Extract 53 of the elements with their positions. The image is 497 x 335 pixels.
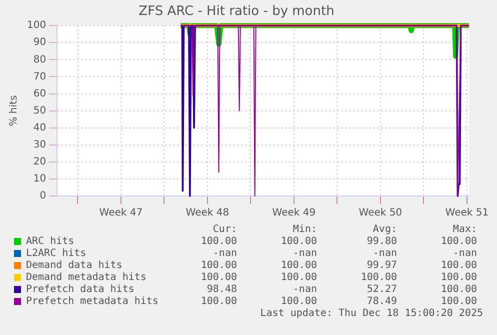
text: 98.48: [206, 284, 237, 296]
legend-label: Demand metadata hits: [26, 272, 146, 284]
text: 100.00: [200, 236, 237, 248]
text: Max:: [452, 224, 477, 236]
y-axis-title: % hits: [8, 95, 20, 126]
text: -nan: [372, 248, 397, 260]
text: 100.00: [440, 284, 477, 296]
y-tick-label: 90: [33, 37, 46, 48]
text: 99.80: [366, 236, 397, 248]
text: -nan: [292, 284, 317, 296]
text: 100.00: [280, 296, 317, 308]
y-tick-label: 40: [33, 122, 46, 134]
chart-title: ZFS ARC - Hit ratio - by month: [138, 4, 334, 20]
y-tick-label: 70: [33, 71, 46, 82]
y-tick-label: 10: [33, 174, 46, 185]
y-tick-label: 0: [40, 190, 46, 202]
text: 100.00: [440, 260, 477, 272]
legend-label: Prefetch metadata hits: [26, 296, 158, 308]
legend-label: L2ARC hits: [26, 248, 86, 260]
x-tick-label: Week 49: [272, 208, 316, 219]
text: Avg:: [372, 224, 397, 236]
text: Cur:: [212, 224, 237, 236]
text: 99.97: [366, 260, 397, 272]
x-tick-label: Week 50: [358, 208, 402, 219]
legend-label: ARC hits: [26, 236, 74, 248]
text: -nan: [212, 248, 237, 260]
text: 100.00: [200, 296, 237, 308]
text: Last update: Thu Dec 18 15:00:20 2025: [260, 308, 483, 320]
text: 100.00: [200, 272, 237, 284]
text: 100.00: [280, 236, 317, 248]
y-tick-label: 60: [33, 88, 46, 100]
text: -nan: [292, 248, 317, 260]
x-tick-label: Week 48: [186, 208, 230, 219]
text: 78.49: [366, 296, 397, 308]
y-tick-label: 80: [33, 54, 46, 66]
text: 100.00: [280, 260, 317, 272]
legend-label: Demand data hits: [26, 260, 122, 272]
text: 100.00: [440, 272, 477, 284]
text: 100.00: [440, 296, 477, 308]
text: 100.00: [440, 236, 477, 248]
text: -nan: [452, 248, 477, 260]
text: Min:: [292, 224, 317, 236]
text: 100.00: [200, 260, 237, 272]
x-tick-label: Week 47: [99, 208, 143, 219]
text: 100.00: [280, 272, 317, 284]
text: 100.00: [360, 272, 397, 284]
y-tick-label: 50: [33, 105, 46, 116]
y-tick-label: 30: [33, 139, 46, 150]
y-tick-label: 20: [33, 156, 46, 168]
legend-label: Prefetch data hits: [26, 284, 134, 296]
x-tick-label: Week 51: [445, 208, 489, 219]
text: 52.27: [366, 284, 397, 296]
y-tick-label: 100: [26, 20, 46, 32]
